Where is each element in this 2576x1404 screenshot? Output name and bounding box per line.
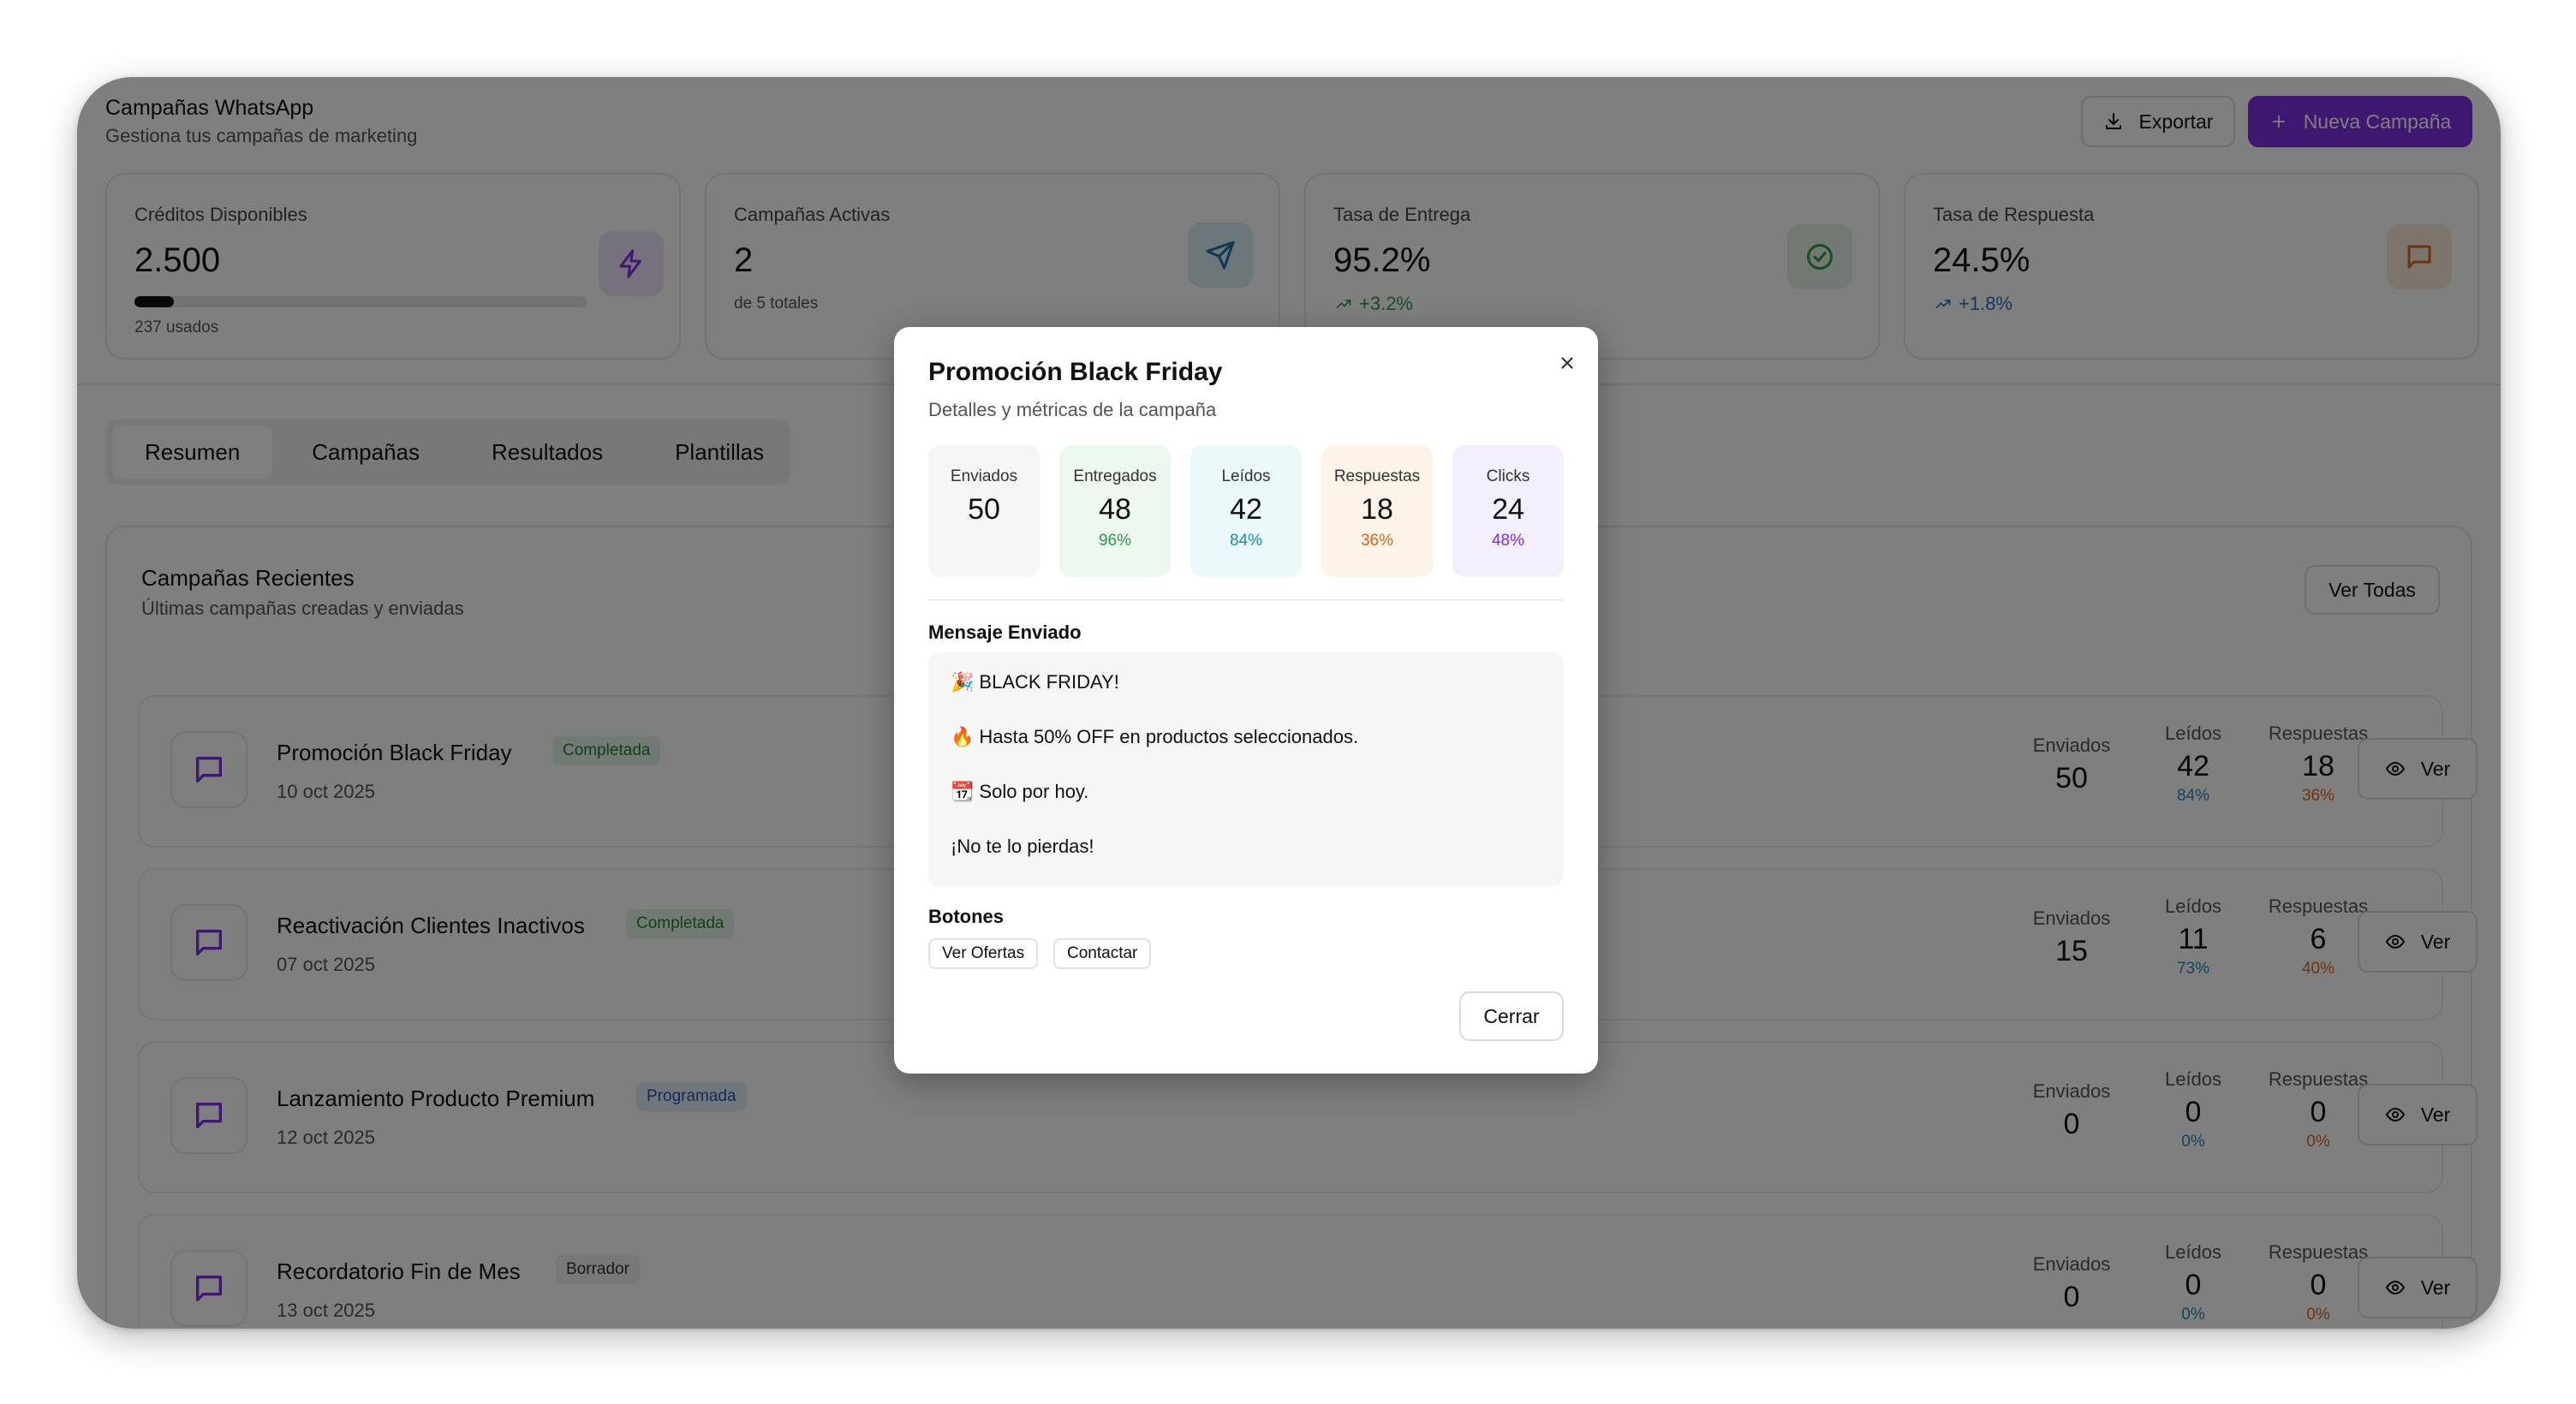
message-line: ¡No te lo pierdas!	[951, 836, 1541, 890]
message-line: 🎉 BLACK FRIDAY!	[951, 671, 1541, 726]
message-text: BLACK FRIDAY!	[979, 671, 1119, 693]
dialog-title: Promoción Black Friday	[928, 358, 1223, 386]
metric-card-responses: Respuestas 18 36%	[1321, 445, 1433, 577]
metric-percent: 84%	[1229, 532, 1263, 550]
dialog-divider	[928, 599, 1564, 601]
close-button[interactable]: Cerrar	[1459, 991, 1564, 1041]
metric-percent: 48%	[1491, 532, 1525, 550]
metric-card-read: Leídos 42 84%	[1190, 445, 1302, 577]
message-text: ¡No te lo pierdas!	[951, 836, 1094, 857]
metric-percent: 96%	[1098, 532, 1132, 550]
metric-label: Clicks	[1486, 467, 1530, 485]
metric-label: Entregados	[1073, 467, 1157, 485]
dialog-subtitle: Detalles y métricas de la campaña	[928, 399, 1217, 420]
metric-label: Enviados	[950, 467, 1018, 485]
message-text: Hasta 50% OFF en productos seleccionados…	[979, 726, 1359, 747]
message-line: 🔥 Hasta 50% OFF en productos seleccionado…	[951, 726, 1541, 781]
metric-value: 48	[1099, 493, 1131, 526]
message-text: Solo por hoy.	[979, 781, 1089, 802]
message-button-chip: Contactar	[1053, 938, 1152, 969]
metric-card-delivered: Entregados 48 96%	[1059, 445, 1171, 577]
metric-percent: 36%	[1360, 532, 1394, 550]
metric-label: Respuestas	[1333, 467, 1421, 485]
buttons-heading: Botones	[928, 906, 1004, 927]
message-preview: 🎉 BLACK FRIDAY! 🔥 Hasta 50% OFF en product…	[928, 652, 1564, 887]
message-line: 📆 Solo por hoy.	[951, 781, 1541, 836]
message-button-chip: Ver Ofertas	[928, 938, 1039, 969]
app-window: Campañas WhatsApp Gestiona tus campañas …	[77, 77, 2501, 1329]
metric-label: Leídos	[1221, 467, 1271, 485]
metric-value: 24	[1492, 493, 1524, 526]
message-emoji: 📆	[951, 781, 975, 802]
campaign-detail-dialog: Promoción Black Friday Detalles y métric…	[894, 327, 1598, 1074]
message-heading: Mensaje Enviado	[928, 622, 1082, 643]
metric-value: 50	[968, 493, 1000, 526]
metric-card-sent: Enviados 50	[928, 445, 1040, 577]
message-emoji: 🎉	[951, 671, 975, 693]
metric-value: 42	[1230, 493, 1262, 526]
metric-value: 18	[1361, 493, 1393, 526]
close-icon[interactable]	[1555, 351, 1579, 375]
message-emoji: 🔥	[951, 726, 975, 747]
metric-card-clicks: Clicks 24 48%	[1452, 445, 1564, 577]
